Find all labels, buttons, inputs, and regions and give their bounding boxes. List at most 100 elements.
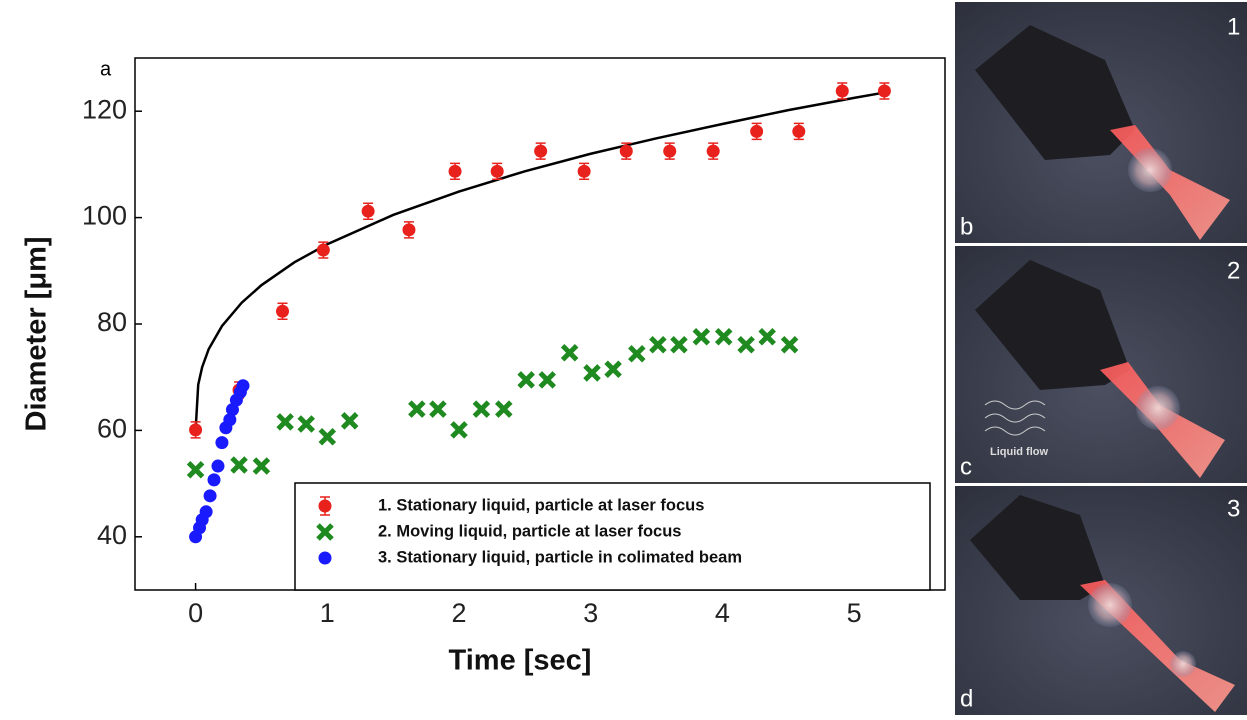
- point: [203, 489, 217, 503]
- plot: 0 1 2 3 4 5 40 60 80 100 120 Time [sec] Diameter [μm…: [21, 57, 946, 677]
- x-marker: [316, 523, 334, 541]
- x-marker: [450, 421, 468, 439]
- point: [361, 204, 375, 218]
- point: [490, 164, 504, 178]
- fit-curve: [194, 91, 885, 431]
- x-tick-label: 3: [583, 598, 598, 628]
- objective: [975, 25, 1135, 160]
- panel-label: a: [100, 58, 112, 80]
- point: [534, 144, 548, 158]
- point: [402, 223, 416, 237]
- particle: [1088, 583, 1132, 627]
- point: [750, 124, 764, 138]
- x-marker-stroke: [737, 335, 755, 354]
- legend-label: 2. Moving liquid, particle at laser focu…: [378, 522, 682, 540]
- x-marker: [297, 415, 315, 433]
- point: [835, 84, 849, 98]
- legend-entry: 3. Stationary liquid, particle in colima…: [318, 548, 742, 566]
- x-marker: [517, 371, 535, 389]
- x-marker: [583, 364, 601, 382]
- particle: [1170, 651, 1196, 677]
- x-marker: [692, 328, 711, 346]
- panel-number: 3: [1227, 495, 1240, 522]
- x-marker-stroke: [628, 345, 646, 363]
- x-marker: [318, 428, 337, 446]
- panel-letter: c: [960, 453, 972, 480]
- x-marker-stroke: [714, 328, 733, 346]
- x-marker-stroke: [429, 400, 447, 418]
- point: [316, 243, 330, 257]
- legend-label: 1. Stationary liquid, particle at laser …: [378, 496, 704, 514]
- point: [792, 124, 806, 138]
- x-marker-stroke: [230, 456, 248, 474]
- x-marker-stroke: [758, 328, 776, 346]
- point: [318, 551, 332, 565]
- x-marker-stroke: [649, 335, 667, 354]
- x-marker: [780, 335, 799, 354]
- point: [215, 436, 229, 450]
- x-marker-stroke: [692, 328, 711, 346]
- point: [577, 164, 591, 178]
- x-axis-title: Time [sec]: [449, 645, 592, 677]
- x-tick-label: 4: [715, 598, 730, 628]
- x-marker: [230, 456, 248, 474]
- x-marker-stroke: [186, 461, 205, 479]
- x-marker-stroke: [276, 413, 294, 431]
- x-marker-stroke: [408, 400, 426, 418]
- x-marker-stroke: [297, 415, 315, 433]
- y-tick-label: 100: [82, 201, 127, 231]
- point: [236, 379, 250, 393]
- legend-label: 3. Stationary liquid, particle in colima…: [378, 548, 742, 566]
- point: [877, 84, 891, 98]
- x-marker: [429, 400, 447, 418]
- x-tick-label: 5: [847, 598, 862, 628]
- point: [276, 304, 290, 318]
- x-marker: [276, 413, 294, 431]
- x-marker: [714, 328, 733, 346]
- y-tick-label: 40: [97, 520, 127, 550]
- x-marker-stroke: [472, 400, 491, 418]
- x-marker-stroke: [560, 343, 579, 362]
- x-marker: [472, 400, 491, 418]
- legend-entry: 2. Moving liquid, particle at laser focu…: [316, 522, 682, 541]
- x-marker: [628, 345, 646, 363]
- x-marker: [340, 412, 359, 430]
- point: [663, 144, 677, 158]
- panel-number: 2: [1227, 257, 1240, 284]
- x-tick-label: 1: [320, 598, 335, 628]
- image-panel: 3 d: [955, 486, 1247, 715]
- y-tick-label: 60: [97, 414, 127, 444]
- point: [199, 505, 213, 519]
- point: [619, 144, 633, 158]
- x-marker: [670, 335, 688, 354]
- point: [211, 459, 225, 473]
- x-marker: [186, 461, 205, 479]
- x-marker-stroke: [670, 335, 688, 354]
- x-marker-stroke: [495, 400, 513, 418]
- x-marker: [495, 400, 513, 418]
- flow-lines: [984, 400, 1046, 436]
- x-marker: [758, 328, 776, 346]
- y-tick-label: 80: [97, 307, 127, 337]
- legend-entry: 1. Stationary liquid, particle at laser …: [318, 496, 704, 516]
- x-tick-label: 0: [188, 598, 203, 628]
- panel-letter: d: [960, 685, 973, 712]
- x-marker-stroke: [340, 412, 359, 430]
- objective: [970, 495, 1105, 600]
- objective: [975, 260, 1130, 390]
- particle: [1136, 386, 1180, 430]
- y-axis-title: Diameter [μm]: [21, 236, 53, 431]
- point: [207, 473, 221, 487]
- x-marker: [538, 371, 557, 389]
- x-marker: [737, 335, 755, 354]
- x-marker-stroke: [316, 523, 334, 541]
- point: [448, 164, 462, 178]
- y-tick-label: 120: [82, 94, 127, 124]
- panel-number: 1: [1227, 13, 1240, 40]
- image-panel: Liquid flow 2 c: [955, 246, 1247, 483]
- x-marker: [604, 360, 622, 378]
- annotation: Liquid flow: [990, 446, 1048, 458]
- x-marker-stroke: [517, 371, 535, 389]
- x-marker: [649, 335, 667, 354]
